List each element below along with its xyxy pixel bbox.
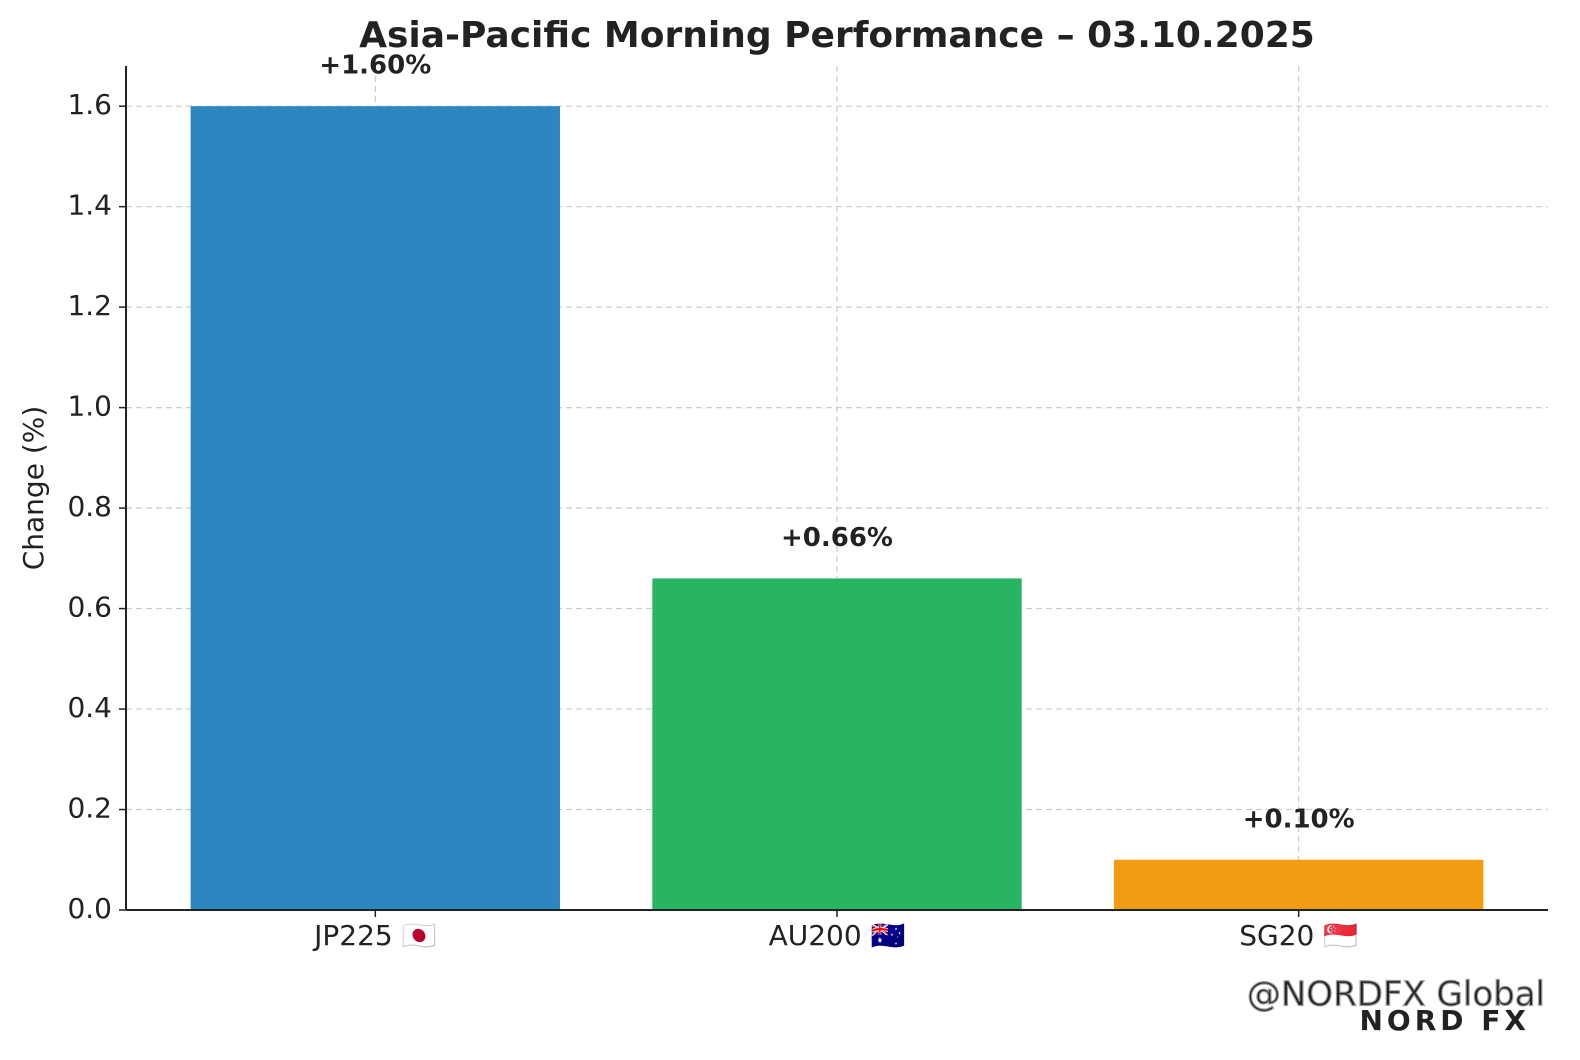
- bar: [1114, 859, 1484, 910]
- y-tick-label: 0.6: [67, 591, 112, 624]
- value-label: +0.66%: [781, 523, 893, 553]
- y-axis-label: Change (%): [17, 406, 50, 571]
- y-tick-label: 0.8: [67, 490, 112, 523]
- y-tick-label: 1.2: [67, 289, 112, 322]
- bar: [190, 106, 560, 910]
- value-label: +0.10%: [1243, 804, 1355, 834]
- y-tick-label: 1.4: [67, 189, 112, 222]
- chart-title: Asia-Pacific Morning Performance – 03.10…: [359, 15, 1315, 56]
- x-tick-label: JP225 🇯🇵: [312, 919, 436, 952]
- logo: NORD FX: [1359, 1004, 1530, 1037]
- y-tick-label: 1.6: [67, 88, 112, 121]
- bar: [652, 578, 1022, 910]
- y-tick-label: 1.0: [67, 390, 112, 423]
- watermark: @NORDFX Global: [1247, 975, 1545, 1015]
- x-tick-label: SG20 🇸🇬: [1239, 919, 1358, 952]
- x-tick-label: AU200 🇦🇺: [769, 919, 906, 952]
- y-tick-label: 0.2: [67, 792, 112, 825]
- y-tick-label: 0.0: [67, 892, 112, 925]
- y-tick-label: 0.4: [67, 691, 112, 724]
- value-label: +1.60%: [319, 51, 431, 81]
